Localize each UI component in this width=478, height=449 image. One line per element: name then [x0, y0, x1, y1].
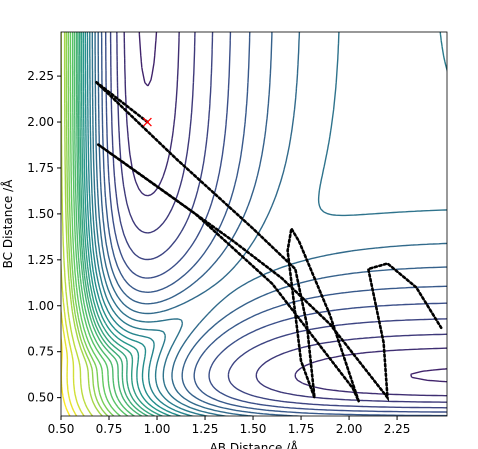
contour-line — [86, 32, 196, 416]
contour-line — [69, 32, 122, 416]
contour-line — [73, 32, 136, 416]
contour-line — [67, 32, 115, 416]
contour-line — [89, 32, 447, 416]
trajectory — [94, 80, 443, 402]
y-tick-label: 0.50 — [27, 391, 54, 405]
y-tick-label: 2.00 — [27, 115, 54, 129]
y-tick-label: 1.75 — [27, 161, 54, 175]
x-tick-label: 2.00 — [336, 422, 363, 436]
y-tick-label: 2.25 — [27, 69, 54, 83]
y-tick-label: 1.00 — [27, 299, 54, 313]
contour-line — [105, 32, 447, 413]
contour-line — [63, 32, 104, 416]
x-tick-label: 0.75 — [96, 422, 123, 436]
y-tick-label: 0.75 — [27, 345, 54, 359]
x-tick-label: 0.50 — [48, 422, 75, 436]
x-tick-label: 1.25 — [192, 422, 219, 436]
contour-line — [61, 332, 71, 416]
contour-line — [116, 32, 447, 403]
y-tick-label: 1.50 — [27, 207, 54, 221]
contour-line — [80, 32, 165, 416]
contour-line — [79, 32, 157, 416]
contour-line — [109, 32, 447, 409]
contour-line — [91, 32, 447, 416]
contour-line — [84, 32, 183, 416]
contour-line — [82, 32, 173, 416]
contour-line — [138, 32, 447, 383]
y-axis-label: BC Distance /Å — [0, 179, 15, 269]
x-tick-label: 1.75 — [288, 422, 315, 436]
x-axis-label: AB Distance /Å — [210, 440, 300, 449]
contour-line — [65, 32, 109, 416]
axes-frame — [60, 31, 448, 417]
contour-line — [71, 32, 130, 416]
contour-line — [100, 32, 447, 416]
x-tick-label: 1.50 — [240, 422, 267, 436]
x-tick-label: 2.25 — [384, 422, 411, 436]
y-tick-label: 1.25 — [27, 253, 54, 267]
contour-line — [77, 32, 150, 416]
contour-line — [75, 32, 144, 416]
start-marker — [142, 117, 152, 127]
x-tick-label: 1.00 — [144, 422, 171, 436]
